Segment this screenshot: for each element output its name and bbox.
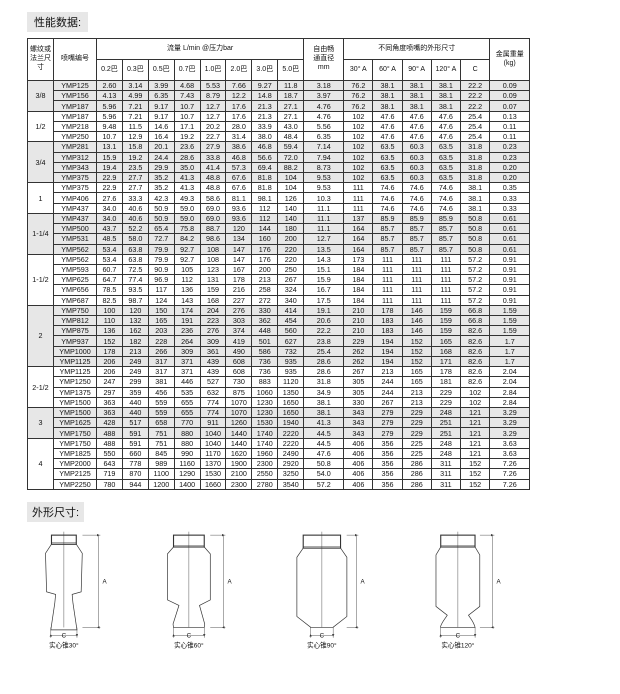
svg-text:C: C	[456, 633, 461, 640]
svg-text:实心锥30°: 实心锥30°	[49, 640, 79, 649]
svg-text:C: C	[62, 633, 67, 640]
svg-text:A: A	[497, 578, 502, 585]
svg-text:A: A	[103, 578, 108, 585]
svg-text:实心锥60°: 实心锥60°	[174, 640, 204, 649]
svg-text:A: A	[361, 578, 366, 585]
svg-text:A: A	[228, 578, 233, 585]
svg-text:C: C	[187, 633, 192, 640]
svg-text:C: C	[320, 633, 325, 640]
svg-text:实心锥120°: 实心锥120°	[442, 640, 475, 649]
svg-text:实心锥90°: 实心锥90°	[307, 640, 337, 649]
